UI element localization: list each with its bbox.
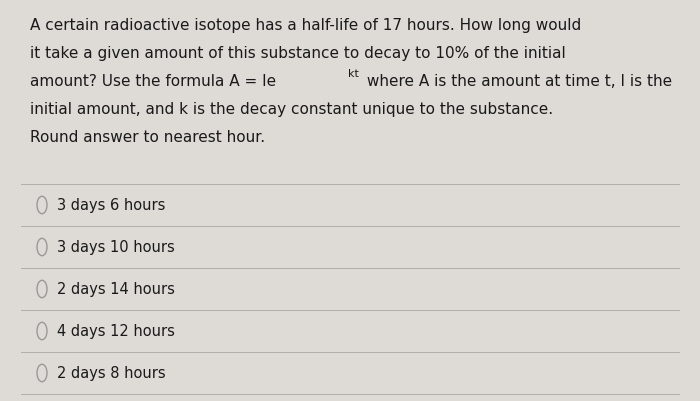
Text: A certain radioactive isotope has a half-life of 17 hours. How long would: A certain radioactive isotope has a half… xyxy=(30,18,581,33)
Text: it take a given amount of this substance to decay to 10% of the initial: it take a given amount of this substance… xyxy=(30,46,566,61)
Text: Round answer to nearest hour.: Round answer to nearest hour. xyxy=(30,130,265,145)
Text: amount? Use the formula A = Ie: amount? Use the formula A = Ie xyxy=(30,74,276,89)
Text: 2 days 8 hours: 2 days 8 hours xyxy=(57,366,166,381)
Text: kt: kt xyxy=(348,69,358,79)
Text: where A is the amount at time t, I is the: where A is the amount at time t, I is th… xyxy=(362,74,672,89)
Text: 4 days 12 hours: 4 days 12 hours xyxy=(57,324,175,339)
Text: initial amount, and k is the decay constant unique to the substance.: initial amount, and k is the decay const… xyxy=(30,102,553,117)
Text: 2 days 14 hours: 2 days 14 hours xyxy=(57,282,175,297)
Text: 3 days 10 hours: 3 days 10 hours xyxy=(57,240,175,255)
Text: 3 days 6 hours: 3 days 6 hours xyxy=(57,198,165,213)
Text: kt: kt xyxy=(348,69,358,79)
